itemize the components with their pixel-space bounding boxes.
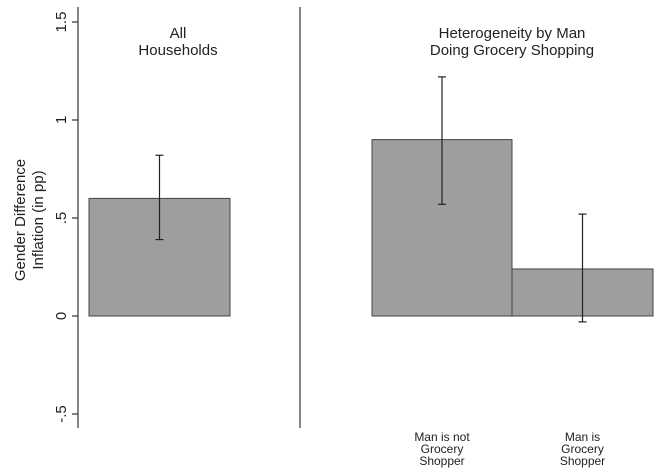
category-label: Man is xyxy=(565,430,600,444)
y-axis-title-line: Gender Difference xyxy=(12,159,29,281)
category-label: Shopper xyxy=(419,454,464,468)
panel-title: All xyxy=(170,25,187,42)
y-tick-label: 1 xyxy=(53,116,70,124)
category-label: Shopper xyxy=(560,454,605,468)
panel-title: Heterogeneity by Man xyxy=(439,25,586,42)
panel-title: Doing Grocery Shopping xyxy=(430,42,594,59)
error-bar xyxy=(438,76,446,205)
panel-title: Households xyxy=(138,42,217,59)
category-label: Grocery xyxy=(421,442,464,456)
category-label: Man is not xyxy=(414,430,470,444)
y-tick-label: -.5 xyxy=(53,405,70,423)
y-axis-title-line: Inflation (in pp) xyxy=(30,170,47,269)
category-label: Grocery xyxy=(561,442,604,456)
error-bar xyxy=(155,154,164,241)
y-tick-label: .5 xyxy=(53,212,70,225)
y-axis: -.5 0 .5 1 1.5 xyxy=(53,7,79,428)
error-bar xyxy=(578,213,587,323)
y-axis-title: Gender Difference Inflation (in pp) xyxy=(12,159,47,281)
y-tick-label: 1.5 xyxy=(53,12,70,33)
y-tick-label: 0 xyxy=(53,312,70,320)
